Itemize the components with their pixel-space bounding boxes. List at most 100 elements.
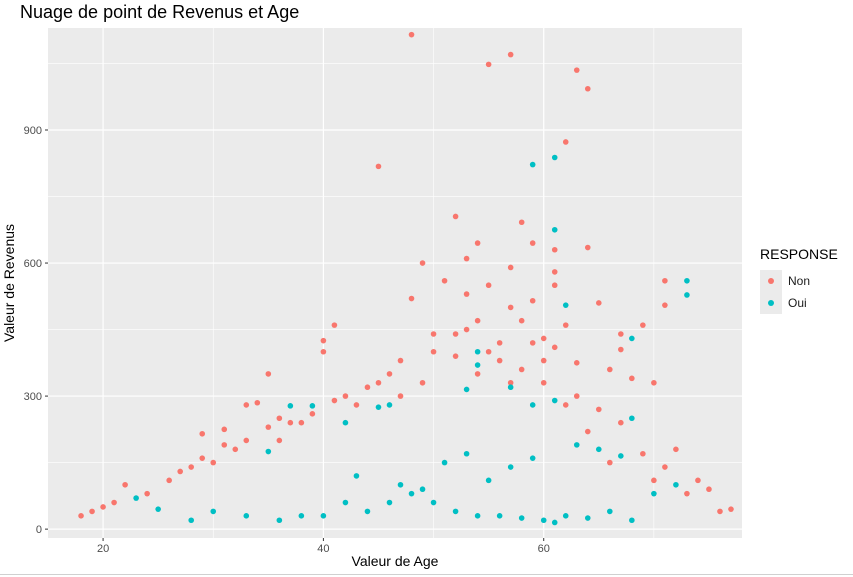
legend-key-oui bbox=[760, 292, 782, 314]
data-point-non bbox=[651, 477, 657, 484]
x-tick-label: 20 bbox=[97, 543, 109, 555]
data-point-oui bbox=[430, 499, 437, 506]
data-point-non bbox=[342, 393, 349, 399]
data-point-non bbox=[662, 464, 668, 470]
y-tick-label: 0 bbox=[36, 524, 42, 536]
legend: RESPONSE Non Oui bbox=[760, 246, 838, 314]
data-point-non bbox=[640, 322, 646, 328]
data-point-non bbox=[651, 379, 657, 386]
data-point-non bbox=[529, 240, 536, 246]
data-point-non bbox=[210, 459, 217, 466]
data-point-non bbox=[430, 348, 437, 355]
data-point-non bbox=[562, 402, 569, 408]
data-point-non bbox=[474, 371, 481, 377]
data-point-oui bbox=[309, 403, 316, 409]
data-point-non bbox=[507, 264, 514, 271]
x-tick-label: 60 bbox=[538, 543, 550, 555]
data-point-oui bbox=[529, 161, 536, 168]
data-point-non bbox=[463, 255, 470, 262]
data-point-oui bbox=[463, 386, 470, 393]
data-point-oui bbox=[452, 508, 459, 515]
data-point-oui bbox=[551, 226, 558, 233]
data-point-non bbox=[199, 455, 206, 461]
data-point-non bbox=[221, 442, 228, 448]
data-point-non bbox=[265, 371, 272, 377]
data-point-non bbox=[562, 139, 569, 145]
data-point-non bbox=[353, 402, 360, 408]
data-point-oui bbox=[320, 513, 327, 519]
data-point-non bbox=[177, 468, 183, 475]
data-point-non bbox=[408, 31, 415, 38]
data-point-non bbox=[364, 384, 371, 391]
data-point-oui bbox=[133, 495, 139, 501]
data-point-non bbox=[695, 477, 701, 484]
y-tick-label: 900 bbox=[24, 125, 42, 137]
y-axis-label: Valeur de Revenus bbox=[1, 224, 17, 342]
data-point-non bbox=[375, 163, 382, 170]
data-point-non bbox=[452, 353, 459, 359]
data-point-non bbox=[684, 490, 690, 497]
data-point-non bbox=[551, 344, 558, 351]
data-point-non bbox=[419, 379, 426, 386]
data-point-non bbox=[166, 477, 172, 484]
data-point-non bbox=[595, 300, 602, 306]
data-point-oui bbox=[551, 519, 558, 526]
data-point-oui bbox=[684, 277, 690, 284]
legend-item-non: Non bbox=[760, 270, 838, 292]
chart-title: Nuage de point de Revenus et Age bbox=[20, 2, 300, 22]
data-point-non bbox=[441, 277, 448, 284]
window-bottom-border bbox=[0, 574, 853, 575]
data-point-non bbox=[584, 244, 591, 251]
data-point-non bbox=[618, 331, 624, 337]
data-point-oui bbox=[518, 515, 525, 521]
data-point-oui bbox=[673, 481, 679, 488]
legend-item-oui: Oui bbox=[760, 292, 838, 314]
y-tick-label: 300 bbox=[24, 391, 42, 403]
data-point-non bbox=[331, 397, 338, 404]
data-point-non bbox=[419, 260, 426, 266]
data-point-non bbox=[463, 326, 470, 333]
data-point-non bbox=[728, 506, 734, 512]
data-point-non bbox=[430, 331, 437, 337]
data-point-non bbox=[562, 322, 569, 328]
data-point-non bbox=[573, 360, 580, 366]
data-point-oui bbox=[651, 490, 657, 497]
data-point-oui bbox=[562, 302, 569, 308]
data-point-non bbox=[540, 335, 547, 342]
data-point-oui bbox=[342, 499, 349, 506]
data-point-non bbox=[89, 508, 95, 515]
data-point-oui bbox=[529, 455, 536, 461]
data-point-non bbox=[540, 379, 547, 386]
data-point-non bbox=[408, 295, 415, 302]
legend-key-non bbox=[760, 270, 782, 292]
data-point-non bbox=[320, 337, 327, 344]
data-point-non bbox=[221, 426, 228, 433]
data-point-non bbox=[551, 269, 558, 275]
data-point-oui bbox=[540, 517, 547, 524]
data-point-non bbox=[496, 357, 503, 364]
data-point-non bbox=[496, 340, 503, 346]
data-point-non bbox=[276, 415, 283, 422]
data-point-non bbox=[276, 437, 283, 444]
data-point-oui bbox=[474, 362, 481, 368]
data-point-non bbox=[232, 446, 239, 453]
data-point-non bbox=[717, 508, 723, 515]
data-point-non bbox=[78, 513, 84, 519]
data-point-oui bbox=[353, 473, 360, 479]
data-point-non bbox=[507, 379, 514, 386]
data-point-oui bbox=[265, 448, 272, 455]
data-point-oui bbox=[419, 486, 426, 493]
data-point-non bbox=[662, 277, 668, 284]
data-point-oui bbox=[584, 515, 591, 521]
data-point-non bbox=[397, 393, 404, 399]
data-point-non bbox=[463, 291, 470, 297]
data-point-non bbox=[640, 450, 646, 457]
data-point-oui bbox=[507, 464, 514, 470]
data-point-non bbox=[375, 379, 382, 386]
data-point-non bbox=[452, 331, 459, 337]
data-point-oui bbox=[529, 402, 536, 408]
data-point-non bbox=[265, 424, 272, 430]
data-point-oui bbox=[298, 513, 305, 519]
data-point-oui bbox=[474, 348, 481, 355]
data-point-non bbox=[584, 85, 591, 92]
